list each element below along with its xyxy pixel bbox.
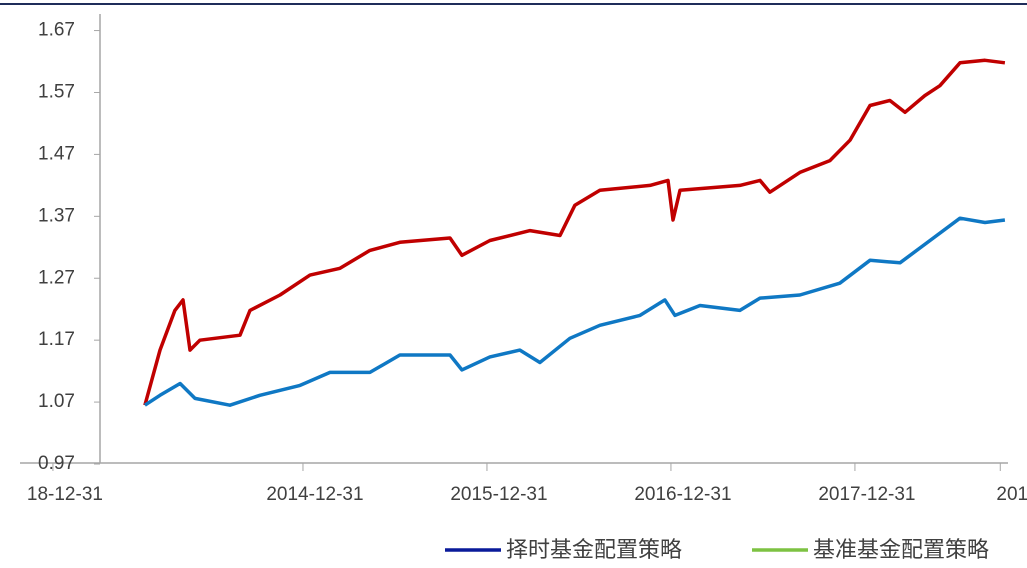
y-tick-label: 1.67 [38,20,75,41]
x-tick-label: 2014-12-31 [266,484,363,505]
y-tick-label: 1.17 [38,329,75,350]
series-line [143,216,1006,407]
x-tick-label: 2016-12-31 [634,484,731,505]
series-line [143,58,1006,406]
legend-label: 基准基金配置策略 [813,537,989,562]
x-tick-label: 2017-12-31 [818,484,915,505]
y-tick-label: 1.27 [38,267,75,288]
y-tick-label: 1.07 [38,391,75,412]
x-tick-label: 201 [996,484,1027,505]
y-tick-label: 1.47 [38,143,75,164]
x-tick-label: 18-12-31 [27,484,103,505]
y-tick-label: 0.97 [38,453,75,474]
y-tick-label: 1.57 [38,81,75,102]
x-tick-label: 2015-12-31 [450,484,547,505]
y-tick-label: 1.37 [38,205,75,226]
legend-label: 择时基金配置策略 [506,537,682,562]
